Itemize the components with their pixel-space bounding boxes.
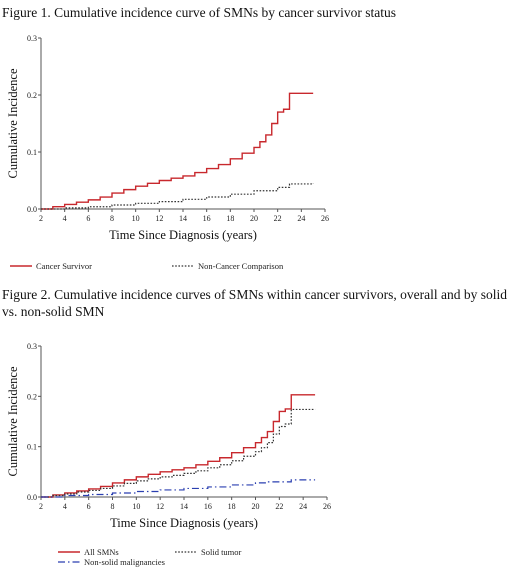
chart1-y-tick-label: 0.2	[27, 91, 37, 100]
chart2-x-axis-label: Time Since Diagnosis (years)	[110, 516, 258, 530]
chart2-series-non-solid-malignancies-line	[41, 479, 316, 498]
chart1-x-tick-label: 24	[297, 214, 305, 223]
chart2-x-tick-label: 26	[323, 502, 331, 511]
chart2-x-tick-label: 24	[299, 502, 307, 511]
chart2-y-tick-label: 0.0	[27, 493, 37, 502]
chart1-x-tick-label: 10	[132, 214, 140, 223]
chart2-series-solid-tumor-line	[41, 408, 316, 498]
chart1-y-tick-label: 0.1	[27, 148, 37, 157]
chart1-x-tick-label: 6	[86, 214, 90, 223]
chart2-x-tick-label: 16	[204, 502, 212, 511]
chart1-x-tick-label: 20	[250, 214, 258, 223]
chart1-series-non-cancer-comparison-line	[41, 183, 314, 210]
chart2-series-all-smns-line	[41, 394, 316, 498]
chart2-x-tick-label: 18	[228, 502, 236, 511]
chart2-y-tick-label: 0.2	[27, 392, 37, 401]
chart1-x-tick-label: 26	[321, 214, 329, 223]
chart1-x-tick-label: 2	[39, 214, 43, 223]
chart2-x-tick-label: 20	[252, 502, 260, 511]
chart2-x-tick-label: 4	[63, 502, 67, 511]
chart2-x-tick-label: 12	[156, 502, 164, 511]
chart1-x-tick-label: 4	[63, 214, 67, 223]
chart1-x-tick-label: 14	[179, 214, 187, 223]
chart2-x-tick-label: 8	[111, 502, 115, 511]
chart2-legend-label-all-smns: All SMNs	[84, 547, 119, 557]
figure2-caption: Figure 2. Cumulative incidence curves of…	[2, 287, 508, 319]
chart1-x-tick-label: 18	[226, 214, 234, 223]
chart2-y-tick-label: 0.1	[27, 443, 37, 452]
chart2-x-tick-label: 10	[132, 502, 140, 511]
chart1-x-axis-label: Time Since Diagnosis (years)	[109, 228, 257, 242]
chart1-y-tick-label: 0.3	[27, 34, 37, 43]
chart2-x-tick-label: 22	[275, 502, 283, 511]
chart2-legend-label-solid-tumor: Solid tumor	[201, 547, 242, 557]
chart1-x-tick-label: 8	[110, 214, 114, 223]
chart2-x-tick-label: 2	[39, 502, 43, 511]
chart1-y-tick-label: 0.0	[27, 205, 37, 214]
chart1-x-tick-label: 12	[155, 214, 163, 223]
chart1-x-tick-label: 22	[274, 214, 282, 223]
figure1-caption: Figure 1. Cumulative incidence curve of …	[2, 5, 397, 20]
chart2-y-axis-label: Cumulative Incidence	[6, 366, 20, 476]
chart1-y-axis-label: Cumulative Incidence	[6, 68, 20, 178]
chart2-x-tick-label: 14	[180, 502, 188, 511]
chart1-legend-label-cancer-survivor: Cancer Survivor	[36, 261, 92, 271]
chart2-x-tick-label: 6	[87, 502, 91, 511]
chart2-y-tick-label: 0.3	[27, 342, 37, 351]
chart2-legend-label-non-solid-malignancies: Non-solid malignancies	[84, 557, 165, 567]
chart1-series-cancer-survivor-line	[41, 92, 314, 210]
chart1-legend-label-non-cancer-comparison: Non-Cancer Comparison	[198, 261, 284, 271]
chart1-x-tick-label: 16	[203, 214, 211, 223]
